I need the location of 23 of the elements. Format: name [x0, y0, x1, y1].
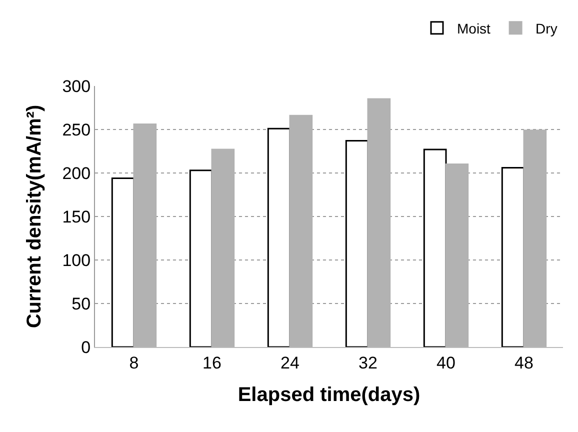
legend-label: Moist: [457, 20, 491, 36]
y-tick-label: 100: [62, 250, 91, 270]
x-tick-label: 24: [280, 353, 300, 372]
x-tick-label: 48: [514, 353, 534, 372]
y-tick-label: 300: [62, 76, 91, 96]
y-axis-title: Current density(mA/m²): [24, 104, 46, 328]
x-tick-label: 32: [358, 353, 378, 372]
x-tick-label: 16: [202, 353, 222, 372]
x-tick-label: 8: [129, 353, 139, 372]
y-tick-label: 0: [81, 338, 91, 357]
y-tick-label: 250: [62, 120, 91, 140]
y-tick-label: 200: [62, 164, 91, 183]
y-tick-label: 50: [72, 294, 91, 314]
bar: [111, 177, 135, 347]
y-tick-label: 150: [62, 207, 91, 226]
x-tick-label: 40: [436, 353, 456, 372]
bar: [423, 148, 447, 347]
legend-label: Dry: [536, 20, 558, 36]
bar: [267, 128, 291, 347]
bar: [501, 167, 525, 347]
x-axis-title: Elapsed time(days): [238, 384, 420, 406]
bar: [345, 140, 369, 347]
bar: [189, 170, 213, 347]
